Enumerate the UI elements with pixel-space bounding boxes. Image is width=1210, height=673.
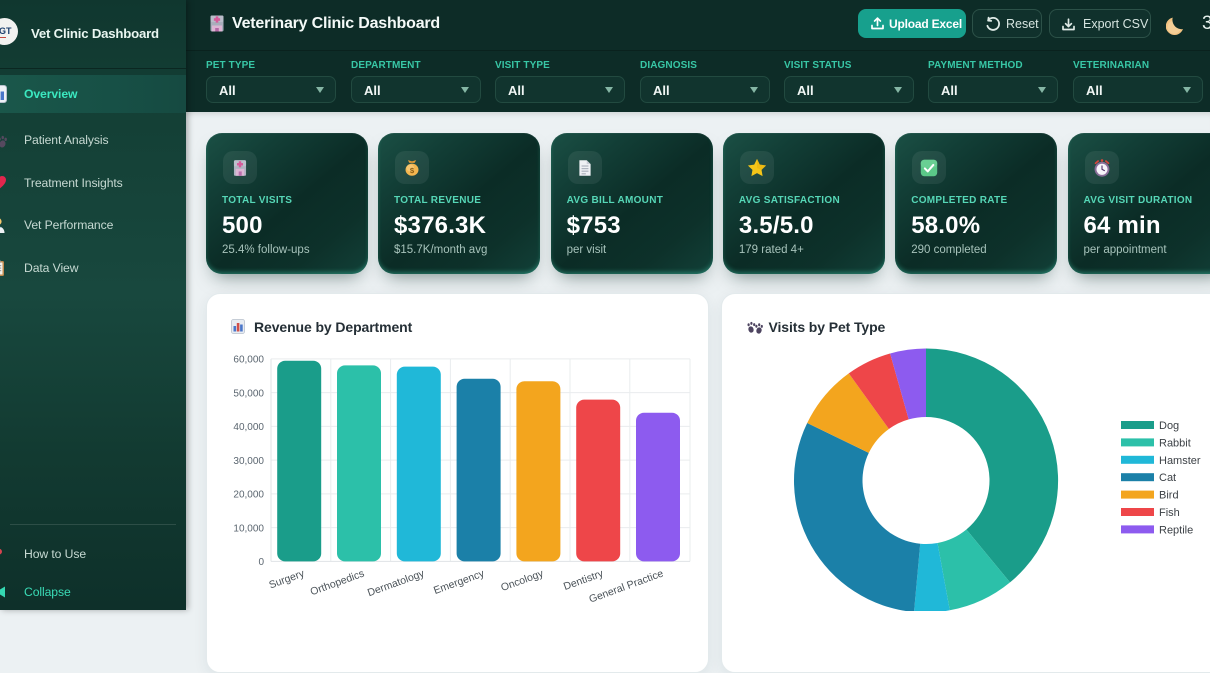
svg-text:Dermatology: Dermatology — [366, 567, 427, 599]
svg-text:Reptile: Reptile — [1159, 524, 1193, 536]
svg-text:50,000: 50,000 — [233, 388, 264, 399]
svg-text:Oncology: Oncology — [499, 567, 545, 594]
svg-text:Dog: Dog — [1159, 420, 1179, 432]
svg-text:Rabbit: Rabbit — [1159, 437, 1191, 449]
svg-text:Fish: Fish — [1159, 507, 1180, 519]
svg-text:30,000: 30,000 — [233, 456, 264, 467]
svg-text:Surgery: Surgery — [267, 567, 306, 591]
svg-text:10,000: 10,000 — [233, 523, 264, 534]
svg-text:40,000: 40,000 — [233, 422, 264, 433]
svg-text:$: $ — [410, 166, 415, 175]
svg-text:Hamster: Hamster — [1159, 455, 1201, 467]
svg-text:60,000: 60,000 — [233, 355, 264, 366]
svg-text:Orthopedics: Orthopedics — [309, 568, 366, 599]
svg-text:20,000: 20,000 — [233, 490, 264, 501]
svg-text:Bird: Bird — [1159, 490, 1179, 502]
svg-text:Cat: Cat — [1159, 472, 1176, 484]
svg-text:Emergency: Emergency — [432, 567, 487, 597]
svg-text:?: ? — [0, 547, 3, 564]
svg-text:0: 0 — [258, 557, 264, 568]
